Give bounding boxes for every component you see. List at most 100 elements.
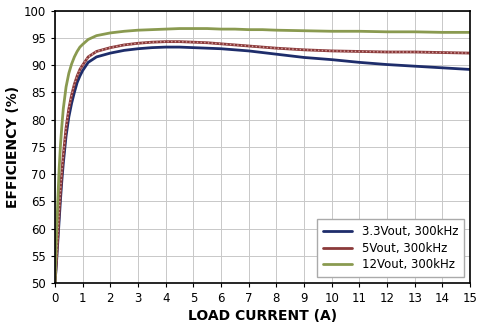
3.3Vout, 300kHz — [56, 218, 62, 222]
12Vout, 300kHz — [356, 29, 362, 33]
3.3Vout, 300kHz — [149, 46, 155, 50]
12Vout, 300kHz — [94, 34, 99, 38]
3.3Vout, 300kHz — [218, 47, 224, 51]
12Vout, 300kHz — [135, 28, 141, 32]
5Vout, 300kHz — [384, 50, 390, 54]
3.3Vout, 300kHz — [54, 262, 59, 266]
5Vout, 300kHz — [77, 67, 83, 71]
12Vout, 300kHz — [85, 38, 91, 41]
5Vout, 300kHz — [63, 126, 69, 130]
5Vout, 300kHz — [107, 46, 113, 50]
5Vout, 300kHz — [440, 51, 445, 55]
12Vout, 300kHz — [163, 27, 169, 31]
12Vout, 300kHz — [149, 28, 155, 32]
3.3Vout, 300kHz — [467, 67, 473, 71]
5Vout, 300kHz — [66, 107, 72, 111]
3.3Vout, 300kHz — [440, 66, 445, 70]
5Vout, 300kHz — [301, 48, 307, 52]
5Vout, 300kHz — [94, 49, 99, 53]
5Vout, 300kHz — [57, 189, 63, 192]
5Vout, 300kHz — [356, 49, 362, 53]
3.3Vout, 300kHz — [190, 46, 196, 50]
12Vout, 300kHz — [60, 107, 66, 111]
3.3Vout, 300kHz — [301, 56, 307, 60]
3.3Vout, 300kHz — [356, 61, 362, 64]
3.3Vout, 300kHz — [232, 48, 238, 52]
12Vout, 300kHz — [80, 42, 85, 46]
X-axis label: LOAD CURRENT (A): LOAD CURRENT (A) — [188, 310, 337, 323]
5Vout, 300kHz — [218, 42, 224, 46]
12Vout, 300kHz — [218, 27, 224, 31]
Line: 5Vout, 300kHz: 5Vout, 300kHz — [55, 42, 470, 283]
3.3Vout, 300kHz — [60, 161, 66, 165]
12Vout, 300kHz — [329, 29, 335, 33]
12Vout, 300kHz — [177, 27, 183, 31]
3.3Vout, 300kHz — [77, 74, 83, 78]
3.3Vout, 300kHz — [135, 47, 141, 51]
12Vout, 300kHz — [54, 238, 59, 241]
3.3Vout, 300kHz — [63, 134, 69, 138]
5Vout, 300kHz — [246, 44, 252, 48]
3.3Vout, 300kHz — [384, 63, 390, 66]
3.3Vout, 300kHz — [52, 281, 58, 285]
3.3Vout, 300kHz — [57, 197, 63, 201]
5Vout, 300kHz — [467, 51, 473, 55]
5Vout, 300kHz — [71, 82, 77, 86]
3.3Vout, 300kHz — [74, 81, 80, 85]
12Vout, 300kHz — [190, 27, 196, 31]
5Vout, 300kHz — [163, 40, 169, 44]
12Vout, 300kHz — [232, 27, 238, 31]
3.3Vout, 300kHz — [163, 45, 169, 49]
5Vout, 300kHz — [177, 40, 183, 44]
12Vout, 300kHz — [467, 30, 473, 34]
5Vout, 300kHz — [74, 74, 80, 78]
5Vout, 300kHz — [55, 235, 61, 239]
3.3Vout, 300kHz — [177, 45, 183, 49]
3.3Vout, 300kHz — [259, 51, 265, 55]
3.3Vout, 300kHz — [412, 64, 418, 68]
12Vout, 300kHz — [204, 27, 210, 31]
3.3Vout, 300kHz — [94, 55, 99, 59]
Line: 3.3Vout, 300kHz: 3.3Vout, 300kHz — [55, 47, 470, 283]
12Vout, 300kHz — [107, 31, 113, 35]
3.3Vout, 300kHz — [246, 49, 252, 53]
12Vout, 300kHz — [273, 28, 279, 32]
3.3Vout, 300kHz — [55, 240, 61, 244]
5Vout, 300kHz — [80, 63, 85, 67]
Line: 12Vout, 300kHz: 12Vout, 300kHz — [55, 29, 470, 283]
3.3Vout, 300kHz — [329, 58, 335, 62]
5Vout, 300kHz — [54, 260, 59, 264]
12Vout, 300kHz — [121, 29, 127, 33]
5Vout, 300kHz — [412, 50, 418, 54]
12Vout, 300kHz — [57, 142, 63, 146]
3.3Vout, 300kHz — [273, 52, 279, 56]
3.3Vout, 300kHz — [107, 51, 113, 55]
12Vout, 300kHz — [384, 30, 390, 34]
12Vout, 300kHz — [74, 49, 80, 53]
5Vout, 300kHz — [52, 281, 58, 285]
12Vout, 300kHz — [59, 123, 65, 127]
5Vout, 300kHz — [85, 55, 91, 59]
12Vout, 300kHz — [71, 55, 77, 59]
3.3Vout, 300kHz — [69, 101, 74, 105]
5Vout, 300kHz — [121, 43, 127, 47]
Y-axis label: EFFICIENCY (%): EFFICIENCY (%) — [6, 86, 19, 208]
5Vout, 300kHz — [204, 41, 210, 45]
12Vout, 300kHz — [412, 30, 418, 34]
5Vout, 300kHz — [60, 153, 66, 157]
3.3Vout, 300kHz — [204, 46, 210, 50]
12Vout, 300kHz — [246, 28, 252, 32]
5Vout, 300kHz — [273, 46, 279, 50]
5Vout, 300kHz — [135, 41, 141, 45]
12Vout, 300kHz — [56, 167, 62, 171]
5Vout, 300kHz — [56, 210, 62, 214]
3.3Vout, 300kHz — [85, 61, 91, 64]
5Vout, 300kHz — [329, 49, 335, 53]
12Vout, 300kHz — [69, 62, 74, 66]
12Vout, 300kHz — [55, 199, 61, 203]
5Vout, 300kHz — [59, 169, 65, 173]
3.3Vout, 300kHz — [80, 68, 85, 72]
5Vout, 300kHz — [190, 40, 196, 44]
3.3Vout, 300kHz — [121, 48, 127, 52]
12Vout, 300kHz — [63, 85, 69, 89]
